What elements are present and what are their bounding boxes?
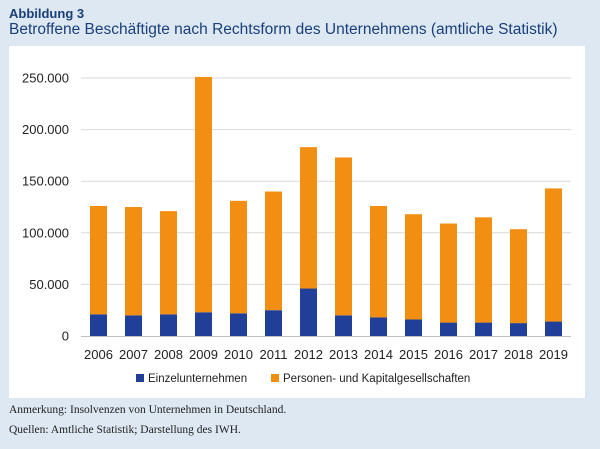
figure-title: Betroffene Beschäftigte nach Rechtsform … <box>9 21 558 38</box>
bar-personen-kapitalgesellschaften-2012 <box>300 147 317 289</box>
x-tick-label: 2017 <box>469 347 498 362</box>
chart-panel: 0 50.000 100.000 150.000 200.000 250.000 2006 2… <box>9 46 585 398</box>
x-tick-label: 2013 <box>329 347 358 362</box>
bar-personen-kapitalgesellschaften-2007 <box>125 207 142 316</box>
y-tick-label: 250.000 <box>22 71 69 86</box>
bar-einzelunternehmen-2007 <box>125 315 142 336</box>
x-tick-label: 2012 <box>294 347 323 362</box>
bar-personen-kapitalgesellschaften-2009 <box>195 76 212 313</box>
bar-einzelunternehmen-2008 <box>160 314 177 336</box>
bar-personen-kapitalgesellschaften-2011 <box>265 191 282 311</box>
legend-personen-kapitalgesellschaften-label: Personen- und Kapitalgesellschaften <box>283 373 470 385</box>
x-tick-label: 2011 <box>260 347 288 362</box>
stacked-bar-chart: 0 50.000 100.000 150.000 200.000 250.000 2006 2… <box>22 71 571 385</box>
x-tick-label: 2016 <box>434 347 463 362</box>
figure-label: Abbildung 3 <box>9 6 85 21</box>
bar-einzelunternehmen-2018 <box>510 323 527 336</box>
x-tick-label: 2014 <box>364 347 393 362</box>
bar-einzelunternehmen-2010 <box>230 313 247 336</box>
x-tick-label: 2006 <box>84 347 113 362</box>
bar-einzelunternehmen-2011 <box>265 310 282 336</box>
bar-einzelunternehmen-2013 <box>335 315 352 336</box>
bar-personen-kapitalgesellschaften-2019 <box>545 188 562 322</box>
bar-personen-kapitalgesellschaften-2016 <box>440 223 457 323</box>
x-tick-label: 2019 <box>539 347 568 362</box>
x-tick-label: 2018 <box>504 347 533 362</box>
y-tick-label: 150.000 <box>22 174 69 189</box>
x-tick-label: 2015 <box>399 347 428 362</box>
bar-einzelunternehmen-2016 <box>440 322 457 336</box>
bar-einzelunternehmen-2015 <box>405 319 422 336</box>
y-tick-label: 100.000 <box>22 225 69 240</box>
bar-einzelunternehmen-2019 <box>545 321 562 336</box>
sources-note: Quellen: Amtliche Statistik; Darstellung… <box>9 424 241 436</box>
bar-personen-kapitalgesellschaften-2008 <box>160 211 177 315</box>
y-tick-label: 0 <box>62 329 69 344</box>
bar-personen-kapitalgesellschaften-2013 <box>335 157 352 316</box>
y-tick-label: 200.000 <box>22 122 69 137</box>
bar-einzelunternehmen-2017 <box>475 322 492 336</box>
x-tick-label: 2008 <box>154 347 183 362</box>
bar-personen-kapitalgesellschaften-2015 <box>405 214 422 320</box>
legend-personen-kapitalgesellschaften-swatch <box>271 374 279 382</box>
bar-einzelunternehmen-2009 <box>195 312 212 336</box>
legend-einzelunternehmen-label: Einzelunternehmen <box>148 373 247 385</box>
remark-note: Anmerkung: Insolvenzen von Unternehmen i… <box>9 404 287 416</box>
bar-personen-kapitalgesellschaften-2014 <box>370 205 387 318</box>
x-tick-label: 2007 <box>119 347 148 362</box>
bar-personen-kapitalgesellschaften-2018 <box>510 229 527 324</box>
legend-einzelunternehmen-swatch <box>136 374 144 382</box>
bar-einzelunternehmen-2012 <box>300 288 317 336</box>
bar-einzelunternehmen-2014 <box>370 317 387 336</box>
bar-personen-kapitalgesellschaften-2017 <box>475 217 492 323</box>
bar-personen-kapitalgesellschaften-2006 <box>90 205 107 315</box>
x-tick-label: 2010 <box>224 347 253 362</box>
y-tick-label: 50.000 <box>29 277 69 292</box>
bar-einzelunternehmen-2006 <box>90 314 107 336</box>
bar-personen-kapitalgesellschaften-2010 <box>230 200 247 314</box>
x-tick-label: 2009 <box>189 347 218 362</box>
